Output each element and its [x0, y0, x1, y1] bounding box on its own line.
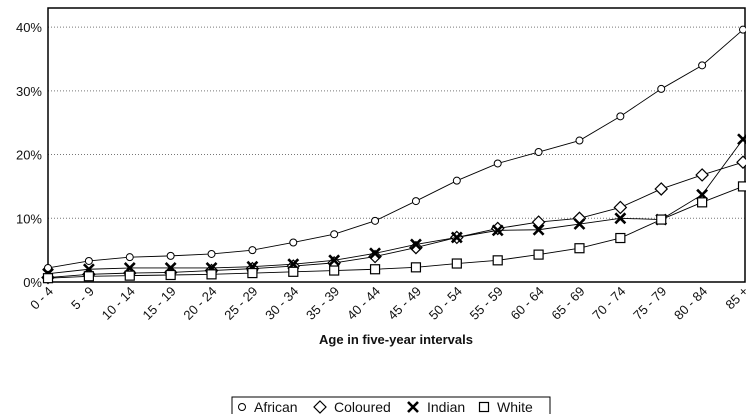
data-point-white [42, 273, 54, 284]
data-point-indian [410, 238, 422, 251]
series-line-coloured [47, 161, 744, 278]
legend-box [231, 396, 551, 414]
data-point-white [533, 249, 544, 260]
data-point-african [493, 159, 502, 168]
data-point-white [656, 214, 667, 225]
data-point-white [369, 264, 381, 275]
y-tick-label: 40% [16, 20, 42, 35]
data-point-white [165, 269, 176, 281]
data-point-indian [573, 218, 586, 230]
data-point-african [411, 197, 420, 206]
data-point-indian [450, 231, 463, 244]
series-coloured [41, 155, 746, 285]
data-point-african [739, 25, 746, 34]
data-point-african [289, 238, 298, 247]
data-point-african [575, 136, 584, 145]
data-point-african [616, 112, 625, 121]
data-point-coloured [654, 182, 669, 196]
x-tick-label: 65 - 69 [548, 284, 587, 323]
data-point-coloured [613, 200, 628, 215]
data-point-african [371, 216, 380, 225]
series-group [41, 25, 746, 285]
data-point-white [574, 243, 585, 254]
series-line-african [47, 29, 744, 269]
data-point-coloured [736, 155, 746, 170]
x-tick-label: 10 - 14 [99, 284, 138, 323]
data-point-indian [328, 254, 341, 267]
data-point-coloured [695, 168, 709, 182]
series-line-white [47, 185, 744, 279]
legend-label-indian: Indian [427, 399, 465, 414]
legend-marker-coloured [313, 400, 327, 414]
data-point-african [84, 256, 93, 265]
data-point-african [698, 61, 707, 70]
gridlines [48, 26, 745, 219]
data-point-indian [491, 224, 504, 237]
x-tick-label: 40 - 44 [344, 284, 383, 323]
data-point-white [288, 266, 299, 277]
data-point-white [492, 255, 503, 266]
data-point-white [615, 232, 626, 244]
data-point-coloured [490, 221, 505, 236]
x-tick-label: 30 - 34 [262, 284, 301, 323]
series-indian [42, 133, 746, 280]
data-point-white [737, 181, 746, 192]
data-point-african [166, 251, 175, 260]
x-tick-label: 25 - 29 [221, 284, 260, 323]
y-tick-label: 0% [23, 275, 42, 290]
data-point-african [125, 253, 134, 262]
data-point-african [207, 249, 216, 258]
x-tick-label: 80 - 84 [671, 284, 710, 323]
data-point-white [410, 262, 422, 273]
data-point-white [329, 265, 340, 276]
data-point-african [248, 246, 257, 255]
y-axis-ticks: 0% 10% 20% 30% 40% [16, 20, 42, 290]
data-point-white [124, 270, 135, 281]
x-tick-label: 15 - 19 [140, 284, 179, 323]
x-tick-label: 45 - 49 [385, 284, 424, 323]
data-point-indian [369, 247, 381, 260]
data-point-indian [614, 212, 627, 225]
legend-marker-white [478, 401, 490, 413]
data-point-white [83, 271, 94, 282]
y-tick-label: 20% [16, 148, 42, 163]
series-african [44, 25, 746, 272]
series-line-indian [47, 138, 744, 275]
data-point-african [657, 84, 666, 93]
data-point-african [452, 176, 461, 185]
legend-label-white: White [497, 399, 533, 414]
x-tick-label: 60 - 64 [507, 284, 546, 323]
x-tick-label: 55 - 59 [467, 284, 506, 323]
x-axis-label: Age in five-year intervals [319, 332, 473, 347]
plot-area-border [47, 7, 746, 283]
legend-label-african: African [254, 399, 298, 414]
data-point-african [330, 230, 339, 239]
x-tick-label: 70 - 74 [589, 284, 628, 323]
data-point-white [247, 267, 258, 279]
x-tick-label: 75 - 79 [630, 284, 669, 323]
data-point-white [697, 197, 708, 208]
y-tick-label: 30% [16, 84, 42, 99]
data-point-white [206, 269, 217, 280]
x-tick-label: 20 - 24 [180, 284, 219, 323]
series-white [42, 181, 746, 284]
y-tick-label: 10% [16, 211, 42, 226]
legend-label-coloured: Coloured [334, 399, 391, 414]
x-tick-label: 5 - 9 [68, 284, 97, 313]
x-tick-label: 35 - 39 [303, 284, 342, 323]
x-tick-label: 50 - 54 [426, 284, 465, 323]
legend: African Coloured Indian White [231, 396, 551, 414]
data-point-indian [737, 133, 746, 146]
data-point-indian [532, 223, 545, 236]
data-point-white [451, 258, 462, 269]
legend-marker-african [238, 403, 246, 411]
data-point-african [534, 148, 543, 157]
x-tick-label: 85 + [722, 284, 746, 313]
legend-marker-indian [407, 401, 419, 413]
